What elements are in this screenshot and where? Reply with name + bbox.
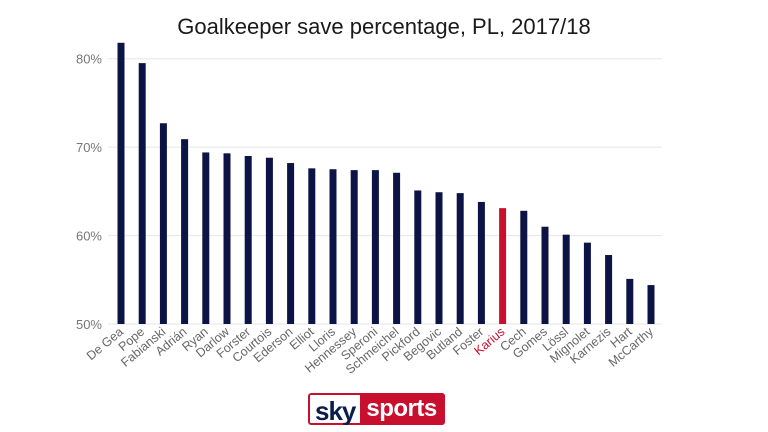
logo-sports-text: sports	[360, 393, 445, 425]
y-axis-ticks: 50% 60% 70% 80%	[76, 52, 102, 332]
bar-ryan	[202, 152, 210, 324]
bar-de-gea	[117, 42, 125, 325]
bar-lloris	[329, 169, 337, 324]
bar-pickford	[414, 190, 422, 324]
sky-sports-logo: sky sports	[308, 393, 445, 425]
logo-sky-text: sky	[308, 393, 361, 425]
bar-courtois	[265, 157, 273, 324]
bar-cech	[520, 210, 528, 324]
bar-hennessey	[350, 170, 358, 324]
bar-karnezis	[605, 255, 613, 324]
bar-begovic	[435, 192, 443, 324]
y-tick-label: 50%	[76, 317, 102, 332]
bar-fabianski	[159, 123, 167, 324]
bar-mccarthy	[647, 285, 655, 324]
bar-mignolet	[583, 242, 591, 324]
bar-foster	[477, 201, 485, 324]
x-axis-labels: De GeaPopeFabianskiAdriánRyanDarlowForst…	[84, 324, 657, 377]
bars	[117, 42, 655, 325]
bar-pope	[138, 63, 146, 324]
bar-adri-n	[181, 139, 189, 324]
y-tick-label: 70%	[76, 140, 102, 155]
bar-schmeichel	[393, 172, 401, 324]
bar-ederson	[287, 163, 295, 324]
bar-gomes	[541, 226, 549, 324]
bar-butland	[456, 193, 464, 324]
bar-elliot	[308, 168, 316, 324]
bar-darlow	[223, 153, 231, 324]
bar-l-ssl	[562, 234, 570, 324]
bar-karius	[499, 208, 507, 324]
gridlines	[108, 58, 662, 325]
bar-speroni	[371, 170, 379, 324]
chart-title: Goalkeeper save percentage, PL, 2017/18	[177, 14, 591, 39]
bar-hart	[626, 278, 634, 324]
bar-forster	[244, 155, 252, 324]
y-tick-label: 60%	[76, 229, 102, 244]
y-tick-label: 80%	[76, 52, 102, 67]
